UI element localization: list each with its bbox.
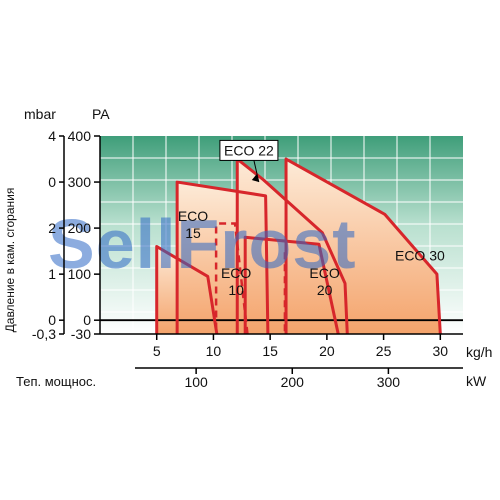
callout-leader-eco-22 [253, 160, 260, 183]
x-tick-label: 25 [376, 343, 392, 359]
curve-eco-10 [155, 245, 219, 335]
y-tick-label: 100 [68, 266, 92, 282]
x2-axis-label: Теп. мощнос. [16, 374, 96, 389]
y-tick-label: -30 [71, 326, 91, 342]
curve-eco-22 [235, 157, 349, 335]
x2-tick-label: 200 [281, 374, 305, 390]
x-tick-label: 15 [262, 343, 278, 359]
y-tick-label: 300 [68, 174, 92, 190]
y2-tick-label: 0 [48, 174, 56, 190]
x-axis-unit: kg/h [466, 344, 492, 360]
series-label-eco-15: ECO [178, 208, 208, 224]
series-label-eco-20: ECO [309, 265, 339, 281]
y2-tick-label: 2 [48, 220, 56, 236]
x-tick-label: 10 [206, 343, 222, 359]
y2-tick-label: 4 [48, 128, 56, 144]
series-label-eco-22: ECO 22 [224, 142, 274, 158]
x2-tick-label: 300 [377, 374, 401, 390]
series-label-eco-10: 10 [228, 282, 244, 298]
curve-eco-20 [243, 235, 340, 335]
y-axis-unit: PA [92, 106, 110, 122]
area-fill-eco-30 [286, 159, 441, 334]
performance-curves [155, 157, 442, 335]
series-label-eco-15: 15 [185, 225, 201, 241]
x-tick-label: 5 [153, 343, 161, 359]
y-tick-label: 400 [68, 128, 92, 144]
x-tick-label: 20 [319, 343, 335, 359]
callout-box-eco-22 [219, 139, 279, 161]
x2-axis-unit: kW [466, 373, 487, 389]
callout-arrow-eco-22 [251, 174, 259, 183]
curve-eco-30 [284, 157, 442, 335]
x-tick-label: 30 [433, 343, 449, 359]
y2-axis-unit: mbar [24, 106, 56, 122]
curve-eco-15 [175, 180, 270, 335]
x2-tick-label: 100 [184, 374, 208, 390]
series-label-eco-10: ECO [221, 265, 251, 281]
y-tick-label: 0 [83, 312, 91, 328]
dashed-curve-eco-15 [219, 222, 249, 335]
series-label-eco-20: 20 [317, 282, 333, 298]
y2-tick-label: 0 [48, 312, 56, 328]
y2-tick-label: -0,3 [32, 326, 56, 342]
y-axis-label: Давление в кам. сгорания [3, 188, 17, 333]
y2-tick-label: 1 [48, 266, 56, 282]
y-tick-label: 200 [68, 220, 92, 236]
series-label-eco-30: ECO 30 [395, 247, 445, 263]
